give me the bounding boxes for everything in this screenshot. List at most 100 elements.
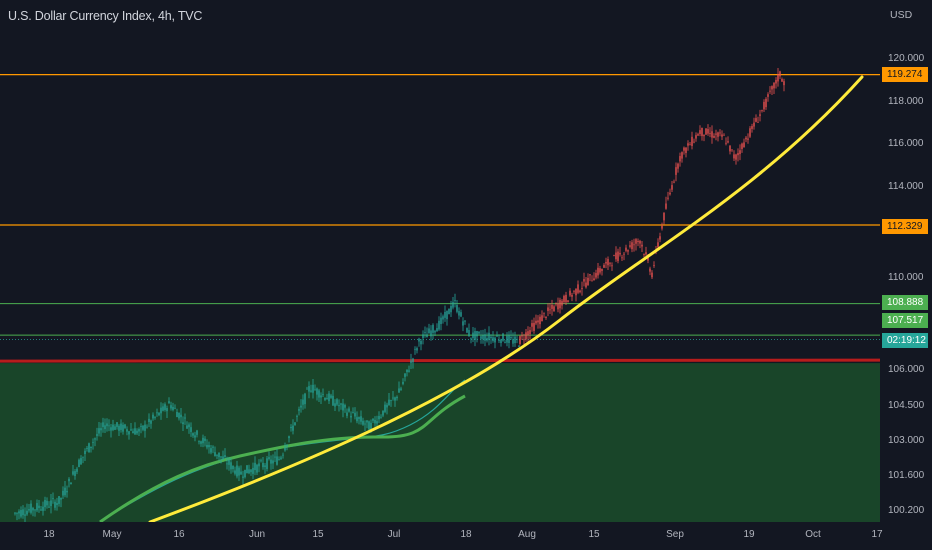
candle-body (442, 316, 444, 320)
candle-body (292, 425, 294, 431)
candle-body (304, 393, 306, 405)
candle-body (92, 442, 94, 443)
candle-body (220, 456, 222, 458)
candle-body (541, 315, 543, 322)
level-badge-119[interactable]: 119.274 (882, 67, 928, 82)
candle-body (512, 339, 514, 344)
time-label: 18 (43, 529, 55, 540)
candle-body (563, 295, 565, 303)
candle-body (504, 342, 506, 343)
candle-body (609, 262, 611, 264)
candle-body (234, 470, 236, 474)
candle-body (410, 360, 412, 363)
candle-body (697, 134, 699, 136)
candle-body (452, 302, 454, 308)
price-chart[interactable] (0, 0, 880, 522)
level-badge-107-517[interactable]: 107.517 (882, 313, 928, 328)
time-label: Jul (387, 529, 401, 540)
candle-body (112, 424, 114, 430)
candle-body (539, 316, 541, 325)
candle-body (492, 337, 494, 342)
candle-body (106, 423, 108, 427)
candle-body (701, 127, 703, 137)
currency-label: USD (890, 9, 913, 21)
price-tick: 106.000 (888, 364, 925, 375)
candle-body (671, 185, 673, 190)
level-badge-108-888[interactable]: 108.888 (882, 295, 928, 310)
candle-body (627, 250, 629, 252)
candle-body (38, 505, 40, 508)
candle-body (26, 510, 28, 515)
candle-body (506, 335, 508, 343)
price-axis[interactable]: USD 120.000 118.000 116.000 114.000 110.… (880, 0, 932, 550)
candle-body (741, 143, 743, 149)
candle-body (400, 388, 402, 390)
level-badge-112[interactable]: 112.329 (882, 219, 928, 234)
candle-body (190, 427, 192, 432)
candle-body (450, 306, 452, 313)
candle-body (775, 79, 777, 84)
candle-body (717, 132, 719, 137)
time-label: Aug (518, 529, 536, 540)
candle-body (258, 463, 260, 467)
candle-body (300, 405, 302, 408)
candle-body (158, 412, 160, 416)
candle-body (418, 338, 420, 342)
candle-body (32, 507, 34, 511)
candle-body (709, 133, 711, 134)
candle-body (324, 398, 326, 400)
candle-body (737, 153, 739, 156)
candle-body (114, 426, 116, 430)
time-axis[interactable]: 18 May 16 Jun 15 Jul 18 Aug 15 Sep 19 Oc… (0, 522, 883, 550)
candle-body (545, 316, 547, 319)
candle-body (547, 307, 549, 311)
candle-body (146, 426, 148, 428)
candle-body (458, 311, 460, 316)
candle-body (236, 465, 238, 477)
candle-body (96, 434, 98, 436)
candle-body (392, 397, 394, 399)
candle-body (294, 422, 296, 425)
candle-body (270, 459, 272, 464)
chart-pane[interactable]: U.S. Dollar Currency Index, 4h, TVC (0, 0, 880, 522)
candle-body (222, 456, 224, 460)
candle-body (108, 425, 110, 427)
candle-body (553, 306, 555, 312)
candle-body (412, 358, 414, 363)
candle-body (480, 336, 482, 339)
candle-body (340, 403, 342, 405)
price-tick: 118.000 (888, 96, 924, 107)
symbol-title[interactable]: U.S. Dollar Currency Index, 4h, TVC (8, 9, 203, 23)
price-tick: 104.500 (888, 400, 925, 411)
candle-body (170, 405, 172, 409)
candle-body (70, 482, 72, 485)
candle-body (42, 506, 44, 511)
candle-body (348, 408, 350, 412)
candle-body (386, 404, 388, 408)
candle-body (264, 465, 266, 467)
candle-body (250, 469, 252, 473)
candle-body (420, 340, 422, 345)
candle-body (575, 288, 577, 296)
candle-body (496, 335, 498, 337)
candle-body (362, 420, 364, 425)
candle-body (320, 395, 322, 398)
candle-body (254, 462, 256, 471)
candle-body (779, 71, 781, 77)
candle-body (384, 404, 386, 412)
candle-body (735, 154, 737, 160)
candle-body (559, 299, 561, 309)
candle-body (669, 192, 671, 195)
candle-body (488, 332, 490, 341)
candle-body (585, 282, 587, 288)
candle-body (18, 511, 20, 514)
candle-body (130, 429, 132, 431)
candle-body (198, 441, 200, 443)
candle-body (126, 429, 128, 432)
candle-body (456, 305, 458, 312)
candle-body (356, 417, 358, 422)
candle-body (739, 150, 741, 155)
candle-body (256, 464, 258, 473)
candle-body (498, 340, 500, 342)
candle-body (80, 458, 82, 465)
